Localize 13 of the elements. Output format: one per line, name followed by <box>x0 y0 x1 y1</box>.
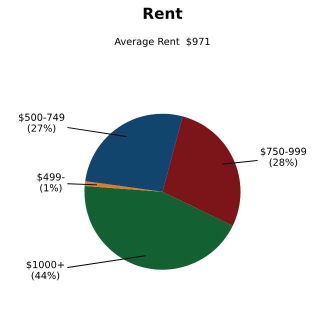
pie-slice <box>84 186 233 270</box>
slice-label: $499- <box>38 173 65 182</box>
data-label: (28%) <box>270 158 298 168</box>
slice-label: $750-999 <box>260 148 306 156</box>
slice-label: $500-749 <box>19 113 64 122</box>
data-label: (44%) <box>32 272 60 280</box>
pie-slice <box>162 116 240 226</box>
chart-subtitle: Average Rent $971 <box>114 38 210 47</box>
pie-slice <box>85 114 183 192</box>
slice-label: $1000+ <box>26 260 64 270</box>
chart-title: Rent <box>144 8 182 20</box>
data-label: (1%) <box>40 184 62 193</box>
data-label: (27%) <box>28 124 56 133</box>
